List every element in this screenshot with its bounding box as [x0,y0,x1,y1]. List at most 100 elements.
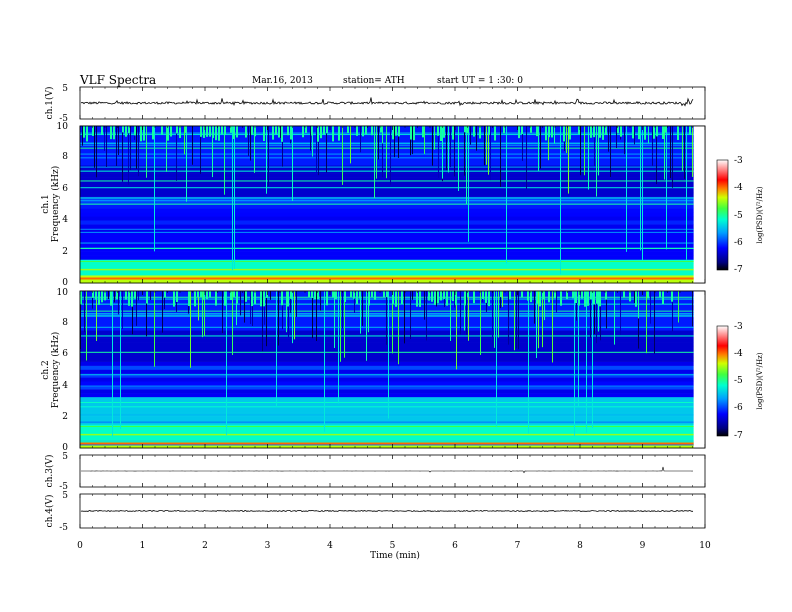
spectro-green-streak [542,291,543,348]
spectro-top-haze [437,126,439,136]
spectro-dark-streak [518,291,519,350]
spectro-dark-streak [136,291,137,326]
spectro-top-haze [464,291,466,306]
spectro-top-haze [110,126,112,140]
spectro-band [80,369,694,374]
spectro-top-haze [116,291,118,300]
spectro-dark-streak [192,126,193,165]
ch2-ytick-10: 10 [57,288,69,298]
spectro-hline [80,397,694,399]
spectro-dark-streak [80,291,81,350]
spectro-top-haze [290,126,292,140]
spectro-top-haze [437,291,439,304]
spectro-green-streak [638,291,639,319]
ch4-ylabel: ch.4(V) [44,495,55,528]
spectro-top-haze [311,291,313,299]
spectro-top-haze [548,126,550,138]
spectro-dark-streak [94,126,95,168]
spectro-dark-streak [522,126,523,161]
spectro-top-haze [254,291,256,305]
spectro-top-haze [122,126,124,133]
spectro-top-haze [218,126,220,141]
spectro-green-streak [434,126,435,150]
spectro-top-haze [362,126,364,137]
spectro-hline-red [80,277,694,280]
spectro-top-haze [422,126,424,138]
spectro-top-haze [95,291,97,300]
spectro-top-haze [113,126,115,140]
spectro-top-haze [572,291,574,299]
spectro-green-streak [538,291,539,349]
spectro-green-streak [538,126,539,171]
spectro-hline [80,351,694,353]
spectro-top-haze [563,126,565,142]
spectro-top-haze [98,291,100,305]
spectro-dark-streak [360,126,361,153]
ch2-ytick-4: 4 [62,381,68,391]
spectro-dark-streak [490,126,491,181]
spectro-top-haze [128,291,130,306]
spectro-green-streak [598,126,599,176]
spectro-top-haze [323,126,325,135]
spectro-top-haze [104,291,106,301]
spectro-top-haze [314,291,316,300]
spectro-green-streak [514,291,515,351]
time-axis: 0 1 2 3 4 5 6 7 8 9 10 [77,87,711,551]
spectro-top-haze [188,291,190,307]
spectro-top-haze [278,126,280,138]
spectro-dark-streak [250,291,251,325]
ch4-trace [80,509,694,513]
spectro-dark-streak [262,291,263,352]
spectro-dark-streak [288,291,289,337]
spectro-top-haze [392,126,394,140]
spectro-dark-streak [634,126,635,145]
ch3-trace [81,466,694,474]
spectro-dark-streak [200,126,201,174]
spectro-hline [80,421,694,423]
spectro-top-haze [452,126,454,140]
ch1-waveform-panel: 5 -5 ch.1(V) [44,84,706,124]
spectro-hline-yellow [80,433,694,436]
spectro-hline [80,385,694,387]
spectro-dark-streak [594,291,595,335]
spectro-green-streak [392,291,393,354]
spectro-green-streak [334,291,335,348]
spectro-top-haze [350,291,352,298]
spectro-dark-streak [616,126,617,149]
spectro-dark-streak [278,291,279,346]
spectro-band [80,220,694,225]
spectro-dark-streak [122,291,123,330]
spectro-top-haze [128,126,130,134]
spectro-top-haze [221,126,223,135]
spectro-top-haze [353,291,355,299]
spectro-top-haze [287,126,289,136]
spectro-top-haze [620,126,622,137]
spectro-dark-streak [316,126,317,172]
ch2-spectrogram-panel: 0 2 4 6 8 10 ch.2 Frequency (kHz) [41,288,706,453]
spectro-dark-streak [320,291,321,311]
ch1-cb-tick-7: -7 [734,265,743,275]
spectro-dark-streak [150,291,151,301]
ch2-spectrogram-image [80,291,705,449]
spectro-top-haze [398,126,400,137]
spectro-dark-streak [92,291,93,309]
spectro-green-streak [554,126,555,144]
spectro-top-haze [452,291,454,302]
spectro-top-haze [101,126,103,135]
spectro-top-haze [464,126,466,133]
spectro-dark-streak [438,126,439,178]
spectro-dark-streak [590,291,591,338]
spectro-dark-streak [164,291,165,310]
spectro-top-haze [527,291,529,301]
spectro-dark-streak [500,291,501,309]
spectro-top-haze [275,126,277,135]
spectro-dark-streak [654,291,655,354]
ch2-ytick-8: 8 [62,318,68,328]
spectro-green-streak [468,291,469,341]
spectro-band [80,184,694,190]
spectro-top-haze [635,291,637,307]
spectro-dark-streak [412,291,413,300]
spectro-dark-streak [454,291,455,308]
spectro-top-haze [170,126,172,137]
spectro-top-haze [371,126,373,136]
